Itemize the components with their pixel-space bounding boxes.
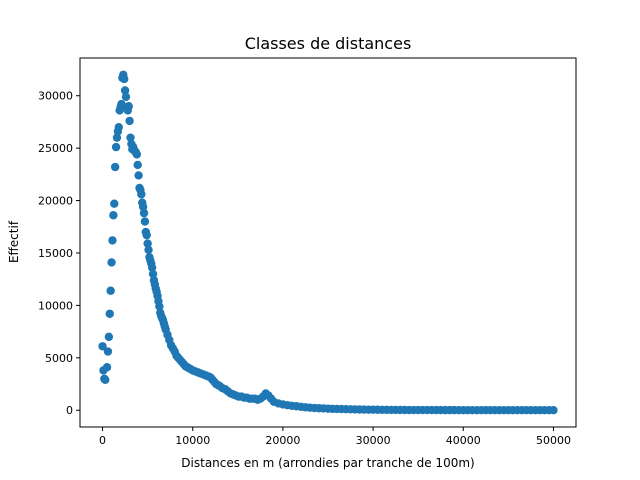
data-point (138, 202, 148, 212)
y-tick-label: 0 (66, 404, 73, 417)
data-point (110, 199, 119, 208)
data-point (139, 208, 149, 218)
data-point (109, 211, 118, 220)
data-point (107, 258, 116, 267)
y-tick-label: 15000 (38, 247, 73, 260)
y-axis-label: Effectif (7, 220, 21, 263)
data-point (133, 160, 142, 170)
data-point (142, 230, 151, 240)
data-point (111, 142, 121, 152)
data-point (108, 236, 117, 245)
y-tick-label: 10000 (38, 299, 73, 312)
data-point (110, 162, 120, 172)
data-point (114, 122, 123, 132)
data-point (148, 269, 158, 279)
data-point (549, 406, 558, 415)
x-tick-label: 30000 (356, 434, 391, 447)
data-point (103, 347, 113, 356)
data-point (125, 116, 134, 126)
data-point (140, 217, 150, 226)
chart-title: Classes de distances (245, 34, 412, 53)
data-point (112, 133, 122, 142)
y-tick-label: 20000 (38, 195, 73, 208)
y-axis: 0 5000 10000 15000 20000 25000 30000 (38, 90, 80, 417)
data-point (137, 190, 146, 199)
points-layer (98, 70, 558, 415)
data-point (98, 342, 107, 351)
y-tick-label: 25000 (38, 142, 73, 155)
x-axis-label: Distances en m (arrondies par tranche de… (181, 456, 474, 470)
data-point (121, 92, 131, 101)
x-tick-label: 20000 (265, 434, 300, 447)
data-point (155, 302, 164, 311)
data-point (104, 332, 114, 342)
data-point (120, 86, 130, 95)
x-tick-label: 10000 (175, 434, 210, 447)
y-tick-label: 5000 (45, 352, 73, 365)
plot-frame (79, 57, 577, 428)
data-point (132, 150, 142, 159)
data-point (134, 171, 143, 180)
data-point (101, 375, 110, 385)
data-point (119, 74, 129, 84)
x-tick-label: 50000 (536, 434, 571, 447)
data-point (102, 363, 112, 372)
data-point (126, 133, 135, 142)
data-point (147, 263, 157, 272)
data-point (124, 102, 133, 111)
data-point (144, 245, 153, 255)
data-point (106, 286, 115, 295)
x-tick-label: 0 (99, 434, 106, 447)
x-tick-label: 40000 (446, 434, 481, 447)
x-axis: 0 10000 20000 30000 40000 50000 (99, 427, 571, 447)
data-point (143, 239, 152, 248)
data-point (105, 309, 114, 318)
y-tick-label: 30000 (38, 90, 73, 103)
